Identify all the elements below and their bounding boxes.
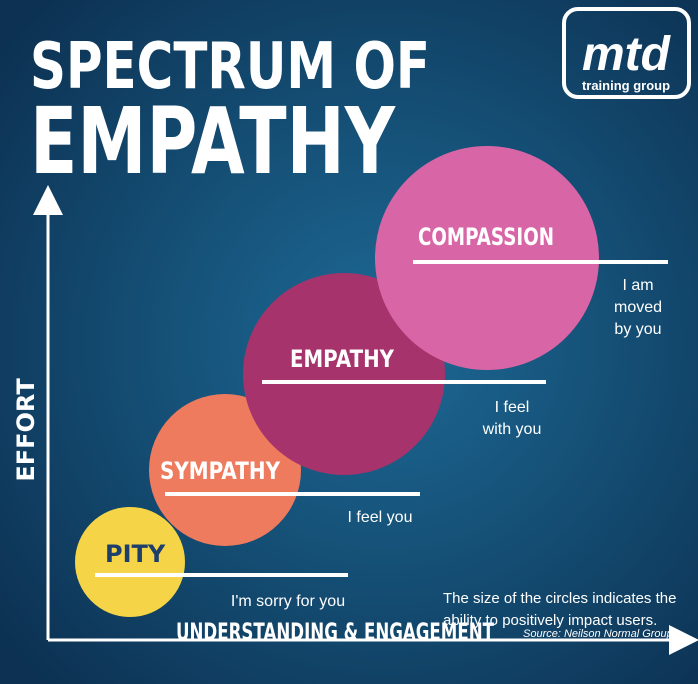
title-line: SPECTRUM OF — [30, 30, 430, 104]
stage-label: PITY — [105, 540, 166, 568]
stage-description: I feel you — [348, 509, 413, 526]
stage-label: EMPATHY — [290, 345, 395, 373]
stage-description: I am — [622, 277, 653, 294]
stage-description: with you — [482, 421, 542, 438]
circle — [75, 507, 185, 617]
note: ability to positively impact users. — [443, 612, 657, 629]
logo: mtd training group — [562, 7, 691, 99]
x-axis-label: UNDERSTANDING & ENGAGEMENT — [176, 618, 494, 646]
stage-description: I'm sorry for you — [231, 593, 345, 610]
note: The size of the circles indicates the — [443, 590, 676, 607]
stage-description: I feel — [495, 399, 530, 416]
title-line: EMPATHY — [30, 88, 396, 195]
stage-label: COMPASSION — [418, 223, 554, 251]
circle — [243, 273, 445, 475]
logo-tagline: training group — [582, 78, 670, 93]
y-axis-label: EFFORT — [12, 378, 40, 482]
circle — [375, 146, 599, 370]
stage-description: moved — [614, 299, 662, 316]
source: Source: Neilson Normal Group — [523, 628, 673, 640]
logo-frame — [562, 7, 691, 99]
stage-description: by you — [614, 321, 661, 338]
divider-lines — [95, 260, 668, 577]
logo-name: mtd — [582, 28, 672, 81]
stage-label: SYMPATHY — [160, 457, 281, 485]
